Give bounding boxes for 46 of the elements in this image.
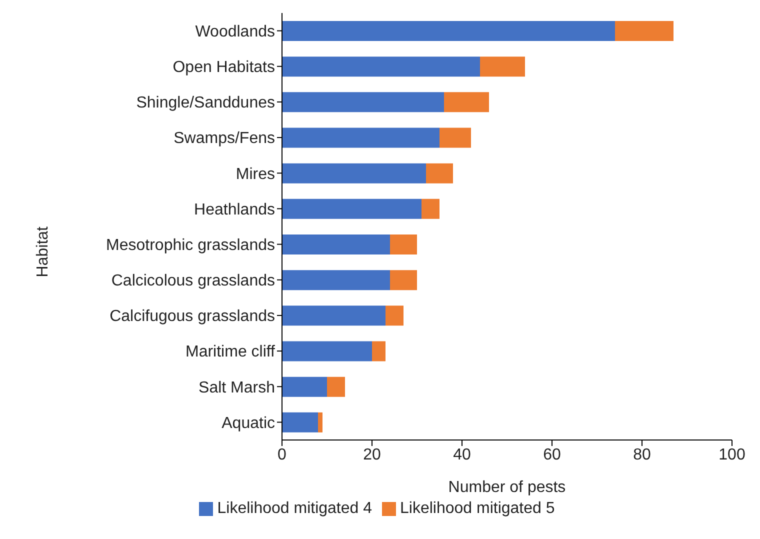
legend-label: Likelihood mitigated 5: [400, 500, 555, 517]
x-tick-label: 80: [633, 446, 651, 464]
y-axis-title: Habitat: [34, 226, 52, 278]
bar: [282, 128, 440, 148]
bar: [440, 128, 471, 148]
y-tick-label: Calcicolous grasslands: [111, 272, 275, 290]
y-tick-label: Maritime cliff: [186, 344, 276, 361]
bar: [282, 56, 480, 77]
bar: [327, 376, 345, 397]
x-tick-label: 0: [278, 446, 287, 464]
y-tick-label: Mires: [236, 166, 275, 183]
bar: [282, 270, 390, 290]
bar: [282, 306, 386, 326]
bar: [282, 376, 327, 397]
bar: [282, 234, 390, 254]
bar: [386, 306, 404, 326]
bar: [444, 92, 489, 112]
y-tick-label: Calcifugous grasslands: [110, 308, 275, 326]
x-tick-label: 100: [718, 446, 746, 464]
bar: [318, 412, 322, 432]
legend-label: Likelihood mitigated 4: [217, 500, 372, 517]
bar: [390, 270, 417, 290]
bar: [390, 234, 417, 254]
y-tick-label: Open Habitats: [172, 59, 275, 76]
bar: [282, 198, 422, 219]
y-tick-label: Swamps/Fens: [174, 130, 275, 148]
bar: [282, 92, 444, 112]
bar: [615, 21, 674, 41]
y-tick-label: Salt Marsh: [198, 379, 275, 396]
bar: [282, 412, 318, 432]
y-tick-label: Woodlands: [195, 23, 275, 40]
x-axis-title: Number of pests: [448, 479, 566, 496]
bar: [372, 341, 386, 362]
x-tick-label: 40: [453, 446, 471, 464]
y-tick-label: Shingle/Sanddunes: [136, 94, 275, 112]
bar: [480, 56, 525, 77]
bar: [422, 198, 440, 219]
bar: [282, 341, 372, 362]
y-tick-label: Mesotrophic grasslands: [106, 236, 275, 254]
bar: [426, 163, 453, 184]
y-tick-label: Aquatic: [222, 414, 275, 432]
x-tick-label: 60: [543, 446, 561, 464]
x-tick-label: 20: [363, 446, 381, 464]
bar: [282, 163, 426, 184]
y-tick-label: Heathlands: [194, 201, 275, 218]
bar: [282, 21, 615, 41]
